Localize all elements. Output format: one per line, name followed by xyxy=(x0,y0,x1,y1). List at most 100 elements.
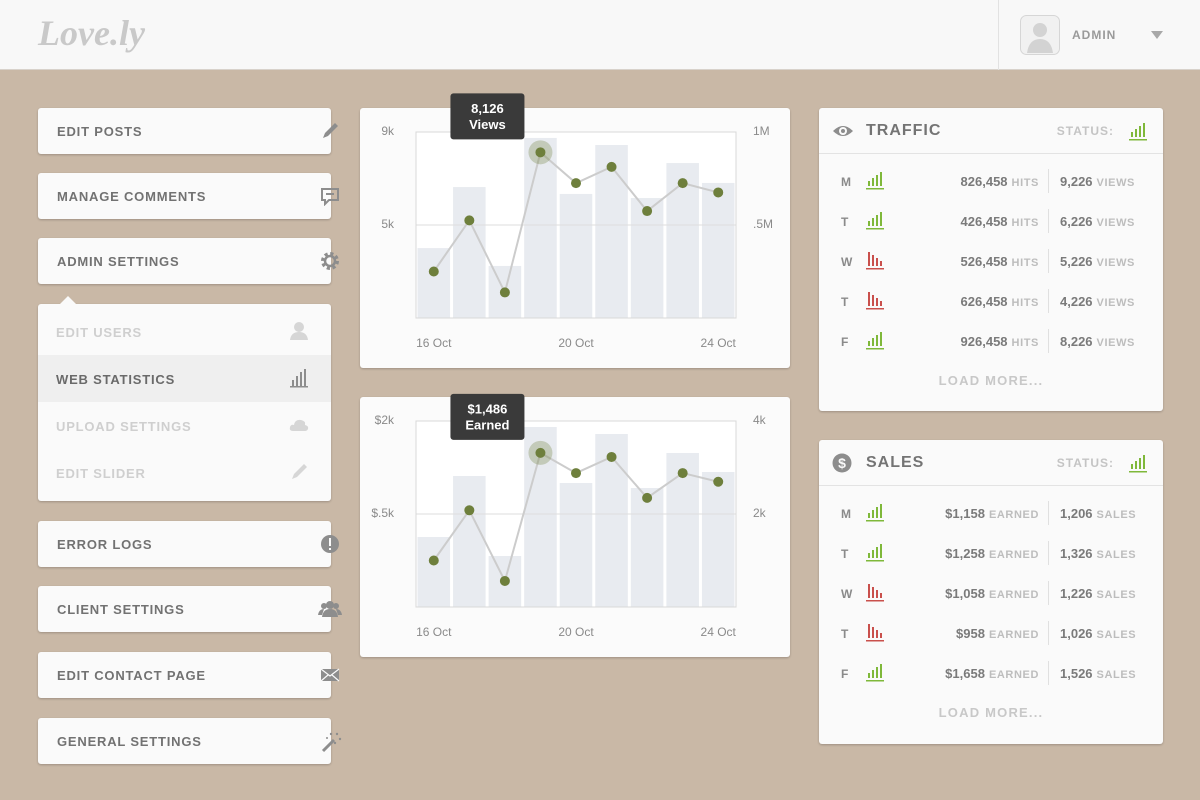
bar xyxy=(630,198,664,318)
submenu-item[interactable]: WEB STATISTICS xyxy=(38,355,331,402)
y-tick-label: 9k xyxy=(381,124,395,138)
trend-icon xyxy=(866,252,884,270)
point xyxy=(677,468,688,479)
trend-base xyxy=(866,520,884,522)
trend-bar xyxy=(872,255,874,266)
trend-bar xyxy=(876,215,878,226)
metric-a-value: 626,458 xyxy=(960,294,1008,309)
point xyxy=(428,555,439,566)
metric-b-unit: SALES xyxy=(1096,629,1137,641)
metric-b-unit: VIEWS xyxy=(1096,177,1135,189)
bar xyxy=(453,476,486,607)
trend-bar xyxy=(868,624,870,638)
submenu-label[interactable]: EDIT SLIDER xyxy=(56,466,146,481)
trend-bar xyxy=(876,667,878,678)
trend-icon xyxy=(866,172,884,190)
submenu-item[interactable]: EDIT SLIDER xyxy=(38,449,331,496)
chart-card: 5k 9k .5M 1M 16 Oct 20 Oct 24 Oct 8,126 Views xyxy=(360,93,790,368)
menu-item[interactable]: GENERAL SETTINGS xyxy=(38,718,342,764)
user-menu[interactable]: ADMIN xyxy=(998,0,1200,70)
point xyxy=(713,187,724,198)
dropdown-caret[interactable] xyxy=(1151,31,1163,39)
trend-bar xyxy=(872,587,874,598)
icon-wand xyxy=(321,732,342,753)
trend-bar xyxy=(1143,123,1145,137)
panel-header: TRAFFIC STATUS: xyxy=(819,108,1163,154)
stats-row: W $1,058 EARNED 1,226 SALES xyxy=(819,581,1163,605)
metric-a-value: 426,458 xyxy=(960,214,1008,229)
menu-item[interactable]: EDIT CONTACT PAGE xyxy=(38,652,340,698)
submenu-label[interactable]: WEB STATISTICS xyxy=(56,372,176,387)
point xyxy=(535,147,546,158)
menu-label[interactable]: GENERAL SETTINGS xyxy=(57,734,202,749)
metric-b-value: 1,226 xyxy=(1060,586,1093,601)
bar xyxy=(524,137,557,318)
load-more[interactable]: LOAD MORE... xyxy=(938,373,1044,388)
trend-bar xyxy=(880,504,882,518)
icon-stats xyxy=(290,369,308,388)
trend-bar xyxy=(880,172,882,186)
metric-a-unit: HITS xyxy=(1011,337,1039,349)
menu-label[interactable]: ERROR LOGS xyxy=(57,537,153,552)
point xyxy=(642,492,653,503)
trend-bar xyxy=(880,544,882,558)
menu-item[interactable]: CLIENT SETTINGS xyxy=(38,586,342,632)
stats-panel: $ SALES STATUS: M $1,158 EARNED 1,206 SALES T… xyxy=(819,440,1163,744)
menu-label[interactable]: MANAGE COMMENTS xyxy=(57,189,207,204)
submenu-item[interactable]: UPLOAD SETTINGS xyxy=(38,402,331,449)
icon-eye xyxy=(833,126,853,136)
bar xyxy=(701,182,735,318)
trend-icon xyxy=(866,584,884,602)
metric-a-unit: HITS xyxy=(1011,177,1039,189)
menu-label[interactable]: EDIT CONTACT PAGE xyxy=(57,668,206,683)
y2-tick-label: 1M xyxy=(753,124,770,138)
trend-bar xyxy=(872,338,874,346)
trend-bar xyxy=(880,332,882,346)
metric-b: 1,206 SALES xyxy=(1060,506,1136,521)
x-tick-label: 20 Oct xyxy=(558,625,594,639)
day: T xyxy=(841,547,849,561)
metric-b-value: 1,206 xyxy=(1060,506,1093,521)
icon-comment xyxy=(321,188,339,206)
metric-a: 526,458 HITS xyxy=(961,254,1039,269)
trend-base xyxy=(1129,139,1147,141)
metric-a: $1,258 EARNED xyxy=(945,546,1039,561)
trend-bar xyxy=(1135,461,1137,469)
trend-base xyxy=(866,268,884,270)
trend-base xyxy=(866,228,884,230)
trend-bar xyxy=(868,341,870,346)
stats-row: F 926,458 HITS 8,226 VIEWS xyxy=(819,329,1163,353)
bar xyxy=(417,537,451,607)
menu-item[interactable]: MANAGE COMMENTS xyxy=(38,173,339,219)
status-label: STATUS: xyxy=(1056,456,1114,470)
submenu-label[interactable]: EDIT USERS xyxy=(56,325,143,340)
menu-item[interactable]: ADMIN SETTINGS xyxy=(38,238,339,284)
metric-a: 926,458 HITS xyxy=(961,334,1039,349)
day: W xyxy=(841,255,853,269)
metric-b: 1,226 SALES xyxy=(1060,586,1136,601)
menu-item[interactable]: ERROR LOGS xyxy=(38,521,339,567)
divider xyxy=(1048,501,1049,525)
logo[interactable]: Love.ly xyxy=(38,13,145,53)
trend-icon xyxy=(1129,455,1147,473)
trend-icon xyxy=(866,624,884,642)
user-name[interactable]: ADMIN xyxy=(1072,28,1117,42)
trend-bar xyxy=(880,212,882,226)
tooltip-value: 8,126 xyxy=(471,101,504,116)
day: M xyxy=(841,175,851,189)
x-tick-label: 24 Oct xyxy=(701,625,737,639)
menu-label[interactable]: ADMIN SETTINGS xyxy=(57,254,180,269)
submenu-item[interactable]: EDIT USERS xyxy=(38,308,331,355)
menu-label[interactable]: EDIT POSTS xyxy=(57,124,143,139)
menu-label[interactable]: CLIENT SETTINGS xyxy=(57,602,185,617)
trend-bar xyxy=(868,221,870,226)
metric-a-unit: EARNED xyxy=(988,589,1039,601)
menu-item[interactable]: EDIT POSTS xyxy=(38,108,338,154)
metric-a-value: 926,458 xyxy=(960,334,1008,349)
submenu-label[interactable]: UPLOAD SETTINGS xyxy=(56,419,192,434)
trend-bar xyxy=(880,593,882,598)
load-more[interactable]: LOAD MORE... xyxy=(938,705,1044,720)
metric-b-unit: SALES xyxy=(1096,509,1137,521)
x-tick-label: 24 Oct xyxy=(701,336,737,350)
metric-b-unit: VIEWS xyxy=(1096,257,1135,269)
